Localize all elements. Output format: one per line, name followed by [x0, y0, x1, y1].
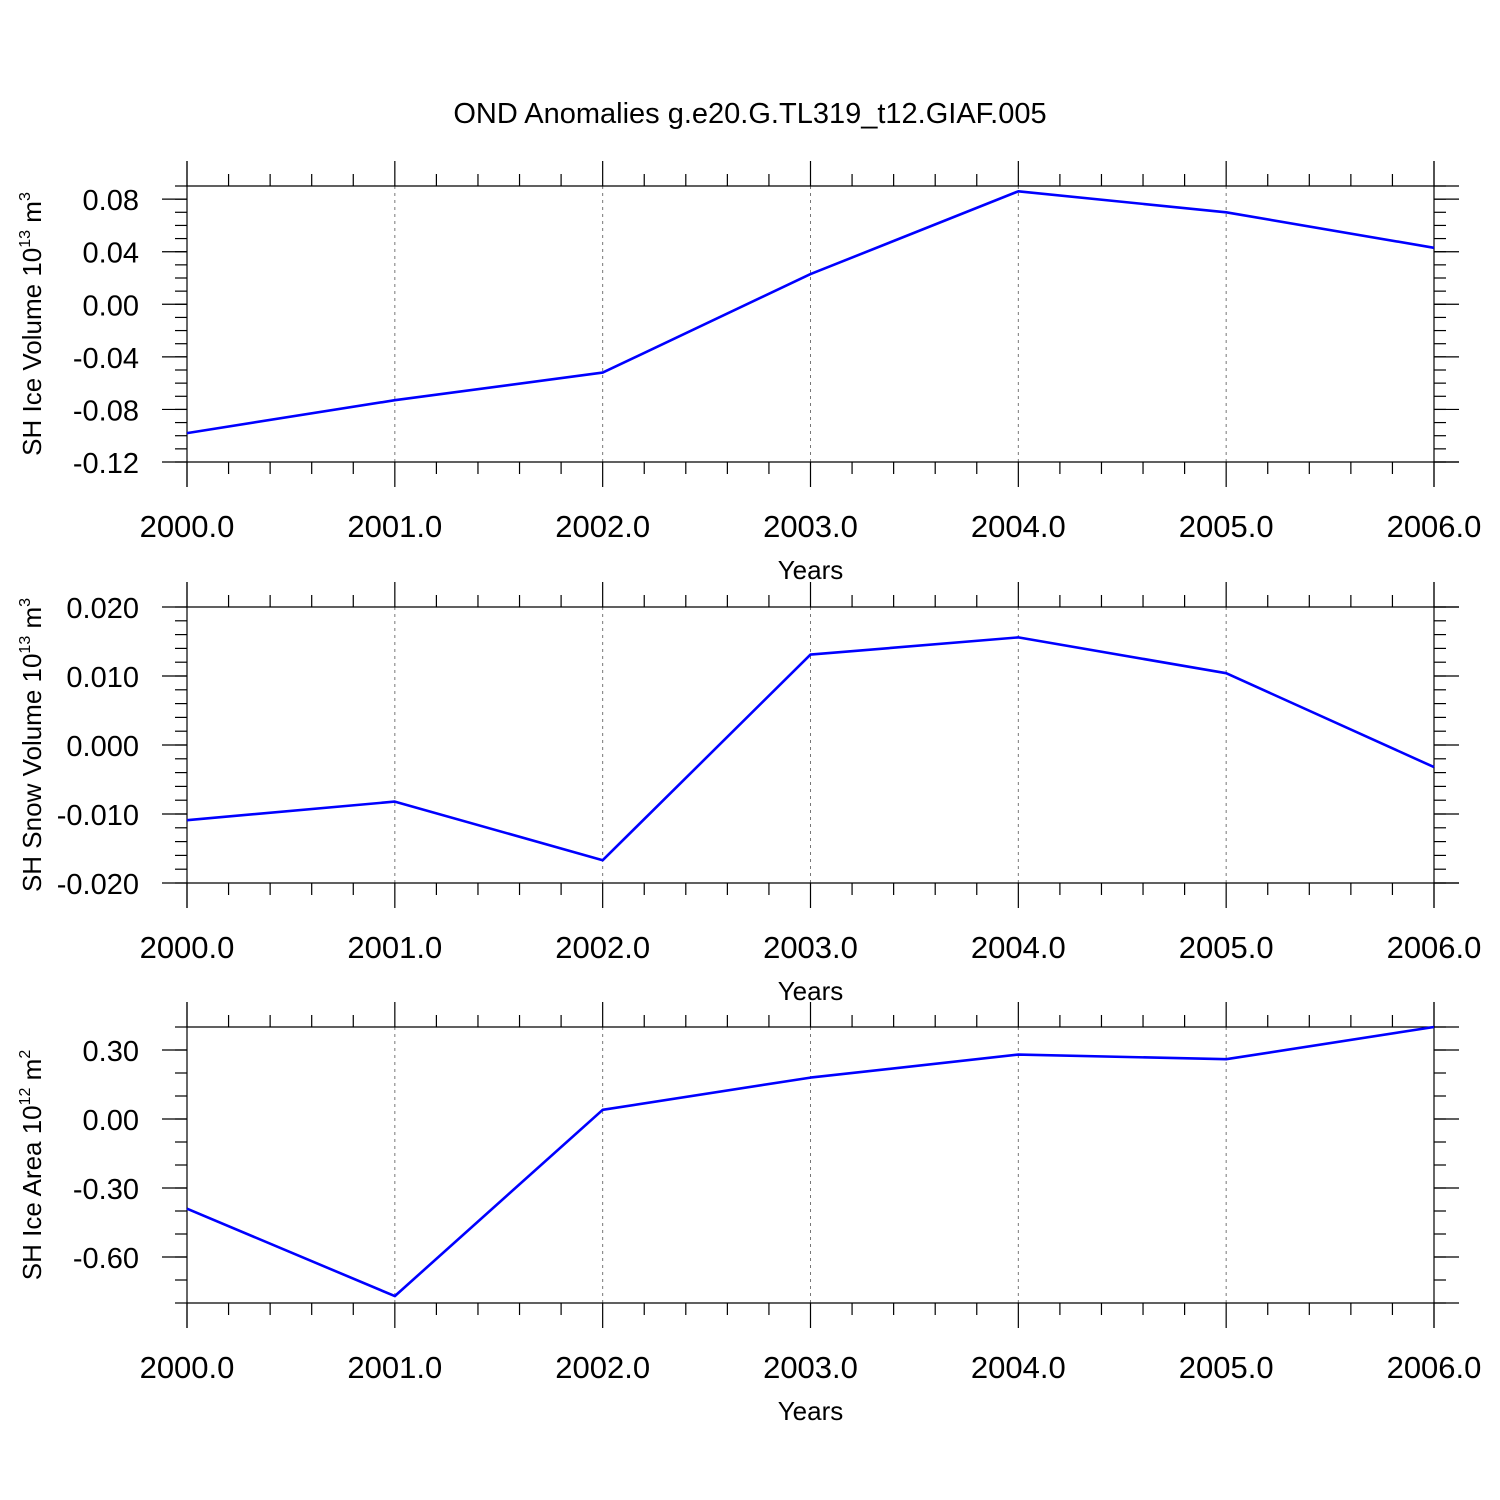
y-tick-label: 0.00 — [83, 290, 139, 322]
series-line — [186, 636, 1435, 862]
y-tick-label: 0.08 — [83, 185, 139, 217]
chart-panels: 2000.0 2001.0 2002.0 2003.0 2004.0 2005.0 2006… — [17, 161, 1481, 1426]
x-tick-label: 2005.0 — [1179, 930, 1274, 965]
x-tick-label: 2006.0 — [1387, 930, 1482, 965]
x-tick-label: 2001.0 — [347, 930, 442, 965]
y-tick-label: 0.00 — [83, 1105, 139, 1137]
y-tick-label: -0.020 — [57, 869, 139, 901]
x-tick-label: 2003.0 — [763, 930, 858, 965]
x-axis-label: Years — [778, 1396, 844, 1426]
panel-1: 2000.0 2001.0 2002.0 2003.0 2004.0 2005.0 2006… — [17, 161, 1481, 585]
y-tick-label: -0.010 — [57, 800, 139, 832]
x-tick-label: 2000.0 — [140, 1350, 235, 1385]
series-line — [186, 190, 1435, 435]
y-tick-label: 0.04 — [83, 238, 139, 270]
x-tick-label: 2004.0 — [971, 930, 1066, 965]
x-tick-label: 2004.0 — [971, 1350, 1066, 1385]
x-tick-label: 2005.0 — [1179, 1350, 1274, 1385]
y-tick-label: -0.60 — [73, 1243, 139, 1275]
x-tick-label: 2003.0 — [763, 1350, 858, 1385]
x-tick-label: 2002.0 — [555, 509, 650, 544]
x-tick-label: 2000.0 — [140, 930, 235, 965]
y-tick-label: 0.010 — [66, 662, 139, 694]
x-tick-label: 2006.0 — [1387, 1350, 1482, 1385]
y-tick-label: -0.08 — [73, 395, 139, 427]
y-tick-label: -0.04 — [73, 343, 139, 375]
panel-2: 2000.0 2001.0 2002.0 2003.0 2004.0 2005.0 2006… — [17, 582, 1481, 1006]
panel-3: 2000.0 2001.0 2002.0 2003.0 2004.0 2005.0 2006… — [17, 1002, 1481, 1426]
x-tick-label: 2000.0 — [140, 509, 235, 544]
x-tick-label: 2003.0 — [763, 509, 858, 544]
x-tick-label: 2002.0 — [555, 1350, 650, 1385]
x-axis-label: Years — [778, 555, 844, 585]
x-tick-label: 2004.0 — [971, 509, 1066, 544]
x-tick-label: 2001.0 — [347, 509, 442, 544]
y-tick-label: 0.020 — [66, 593, 139, 625]
y-tick-label: 0.30 — [83, 1036, 139, 1068]
x-tick-label: 2006.0 — [1387, 509, 1482, 544]
y-axis-label: SH Ice Volume 1013 m3 — [17, 192, 47, 456]
x-tick-label: 2005.0 — [1179, 509, 1274, 544]
y-axis-label: SH Snow Volume 1013 m3 — [17, 598, 47, 892]
x-tick-label: 2001.0 — [347, 1350, 442, 1385]
y-tick-label: -0.12 — [73, 448, 139, 480]
x-tick-label: 2002.0 — [555, 930, 650, 965]
y-axis-label: SH Ice Area 1012 m2 — [17, 1050, 47, 1281]
x-axis-label: Years — [778, 976, 844, 1006]
series-line — [186, 1025, 1435, 1298]
y-tick-label: -0.30 — [73, 1174, 139, 1206]
y-tick-label: 0.000 — [66, 731, 139, 763]
chart-title: OND Anomalies g.e20.G.TL319_t12.GIAF.005 — [453, 98, 1046, 130]
